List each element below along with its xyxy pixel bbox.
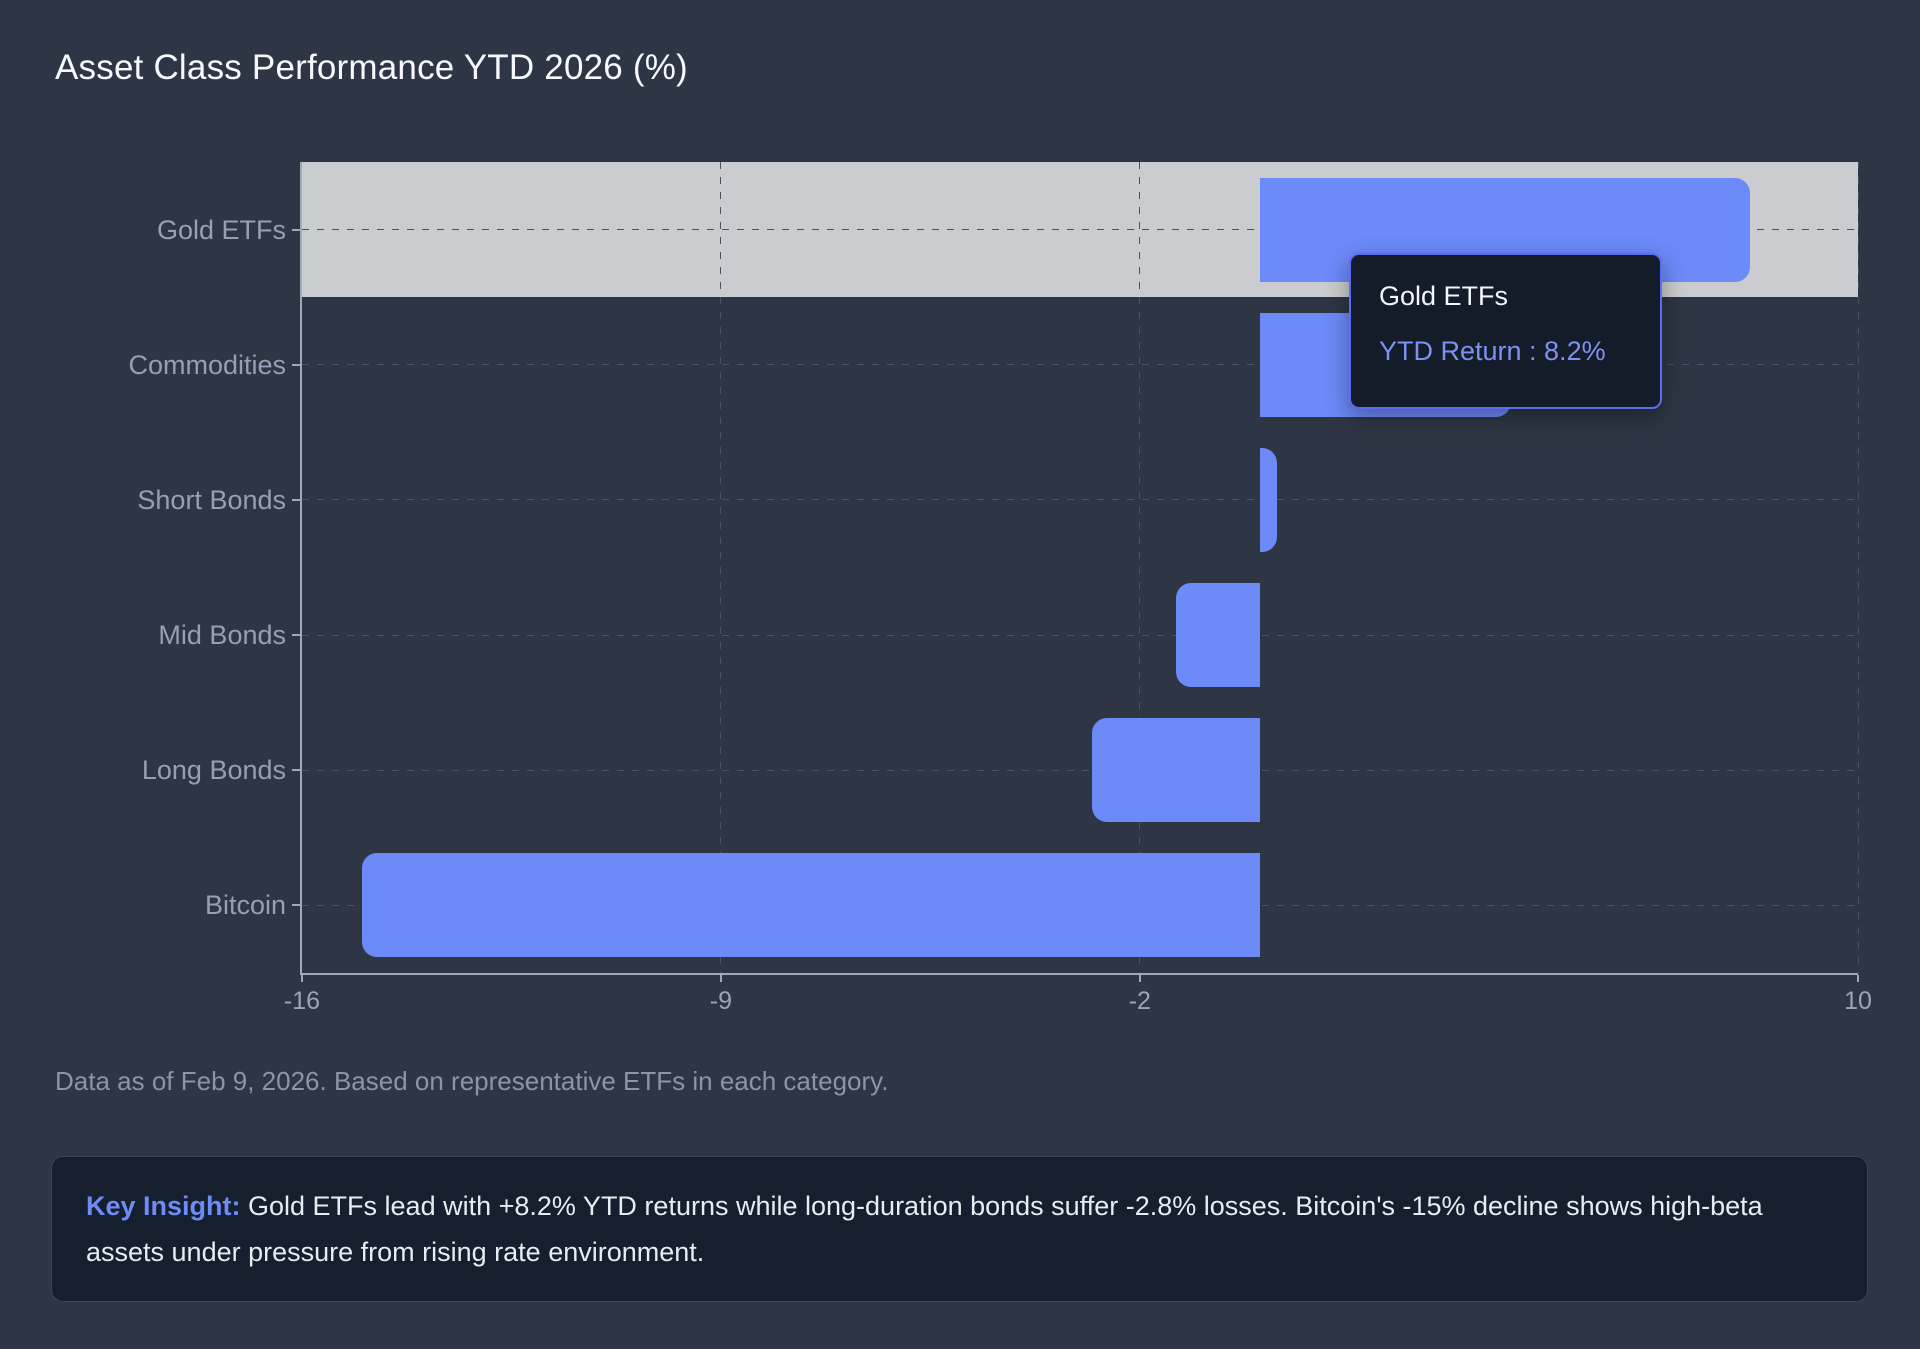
category-label-mid-bonds: Mid Bonds xyxy=(158,620,286,651)
y-tick xyxy=(292,228,300,231)
category-label-bitcoin: Bitcoin xyxy=(204,890,286,921)
v-gridline xyxy=(1857,162,1859,973)
insight-text: Gold ETFs lead with +8.2% YTD returns wh… xyxy=(86,1191,1763,1267)
insight-box: Key Insight: Gold ETFs lead with +8.2% Y… xyxy=(51,1156,1868,1302)
category-label-long-bonds: Long Bonds xyxy=(141,755,286,786)
bar-bitcoin[interactable] xyxy=(361,853,1260,958)
h-gridline xyxy=(302,499,1858,501)
x-tick xyxy=(719,975,722,982)
category-label-commodities: Commodities xyxy=(128,349,286,380)
y-tick xyxy=(292,634,300,637)
bar-short-bonds[interactable] xyxy=(1259,447,1278,552)
x-tick-label: -9 xyxy=(709,987,733,1015)
tooltip-title: Gold ETFs xyxy=(1379,281,1509,311)
bar-long-bonds[interactable] xyxy=(1091,718,1260,823)
x-tick-label: 10 xyxy=(1844,987,1872,1015)
h-gridline xyxy=(302,364,1858,366)
x-tick xyxy=(1138,975,1141,982)
axis-x-line xyxy=(300,973,1858,975)
category-label-short-bonds: Short Bonds xyxy=(137,484,286,515)
y-tick xyxy=(292,363,300,366)
y-tick xyxy=(292,904,300,907)
footnote: Data as of Feb 9, 2026. Based on represe… xyxy=(55,1066,889,1096)
y-tick xyxy=(292,498,300,501)
bar-mid-bonds[interactable] xyxy=(1175,583,1260,688)
x-tick xyxy=(1857,975,1859,982)
page-title: Asset Class Performance YTD 2026 (%) xyxy=(55,48,688,87)
insight-label: Key Insight: xyxy=(86,1191,241,1221)
v-gridline xyxy=(1139,162,1141,973)
category-label-gold-etfs: Gold ETFs xyxy=(156,214,286,245)
h-gridline xyxy=(302,634,1858,636)
axis-y-line xyxy=(300,162,302,975)
tooltip-value: YTD Return : 8.2% xyxy=(1379,336,1606,366)
x-tick-label: -2 xyxy=(1128,987,1151,1015)
y-tick xyxy=(292,769,300,772)
x-tick-label: -16 xyxy=(283,987,321,1015)
h-gridline xyxy=(302,769,1858,771)
chart-tooltip: Gold ETFs YTD Return : 8.2% xyxy=(1349,253,1662,409)
h-gridline xyxy=(302,229,1858,231)
x-tick xyxy=(301,975,303,982)
v-gridline xyxy=(720,162,722,973)
